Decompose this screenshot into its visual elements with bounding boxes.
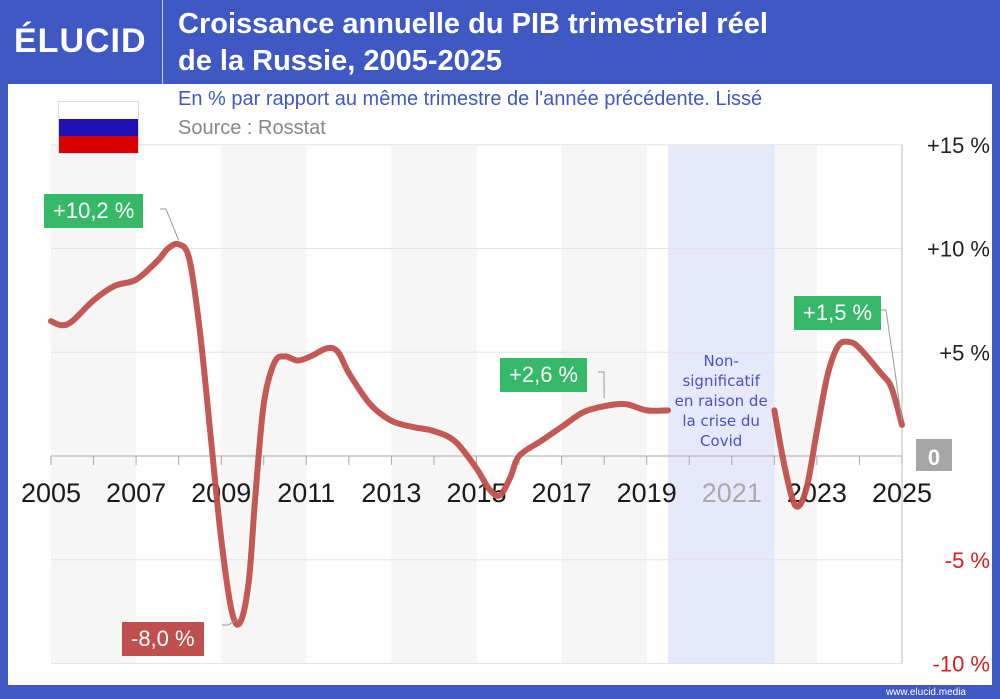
shaded-band [391,144,477,664]
y-tick-label: +5 % [939,340,990,365]
gdp-growth-line [771,338,905,510]
y-tick-label: -10 % [933,652,990,677]
russia-flag-icon [58,101,139,154]
elucid-logo: ÉLUCID [14,22,147,60]
y-tick-label: -5 % [945,548,990,573]
covid-note-line: significatif [682,372,760,390]
header: ÉLUCID Croissance annuelle du PIB trimes… [0,0,1000,84]
annotation-label: +10,2 % [44,194,144,228]
gdp-growth-line [48,240,671,628]
annotation-leader-line [160,208,180,241]
x-tick-label: 2013 [361,478,421,508]
annotation-label: -8,0 % [122,622,204,656]
x-tick-label: 2009 [191,478,251,508]
x-tick-label: 2007 [106,478,166,508]
covid-band [667,144,775,664]
x-tick-label: 2017 [532,478,592,508]
x-tick-label: 2019 [617,478,677,508]
chart-subtitle: En % par rapport au même trimestre de l'… [178,88,763,110]
zero-label-box [916,439,952,471]
covid-note-line: Covid [700,432,742,450]
y-tick-label: +15 % [927,133,990,158]
title-line-1: Croissance annuelle du PIB trimestriel r… [178,8,768,40]
annotation-leader-line [598,371,605,399]
x-tick-label: 2011 [277,478,335,508]
x-tick-label: 2021 [702,478,762,508]
y-tick-label: 0 [928,445,940,470]
annotation-leader-line [880,309,903,421]
covid-note-line: Non- [703,352,738,370]
chart-source: Source : Rosstat [178,117,326,139]
covid-note: Non-significatif en raison de la crise du C… [675,352,768,450]
shaded-band [51,144,137,664]
y-tick-label: +10 % [927,237,990,262]
chart-title: Croissance annuelle du PIB trimestriel r… [178,6,978,80]
covid-note-line: la crise du [682,412,760,430]
annotation-label: +1,5 % [794,296,882,330]
footer-url[interactable]: www.elucid.media [885,687,966,698]
annotation-label: +2,6 % [500,358,588,392]
title-line-2: de la Russie, 2005-2025 [178,45,503,77]
x-tick-label: 2005 [21,478,81,508]
covid-note-line: en raison de [675,392,768,410]
header-divider [162,0,163,84]
annotation-leader-line [222,617,241,626]
x-tick-label: 2025 [872,478,932,508]
